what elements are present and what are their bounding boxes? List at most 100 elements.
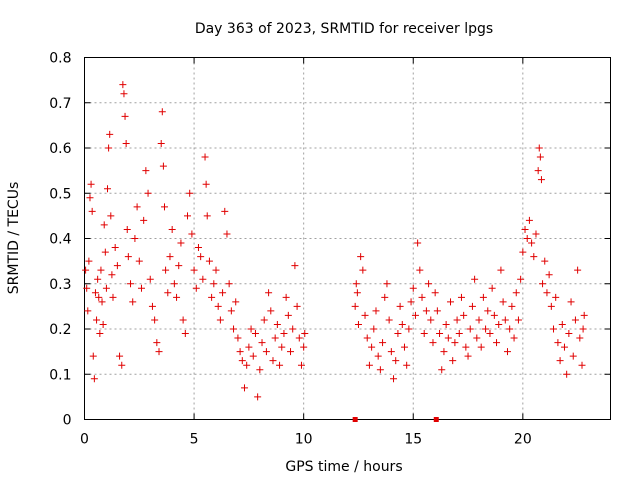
data-point	[186, 189, 194, 197]
data-point	[354, 320, 362, 328]
data-point	[576, 334, 584, 342]
data-point	[359, 266, 367, 274]
data-point	[381, 293, 389, 301]
data-point	[159, 162, 167, 170]
data-point	[262, 348, 270, 356]
data-point	[95, 293, 103, 301]
data-point	[525, 216, 533, 224]
data-point	[444, 334, 452, 342]
data-point	[462, 343, 470, 351]
data-point	[501, 316, 509, 324]
data-point	[234, 334, 242, 342]
data-point	[158, 108, 166, 116]
data-point	[184, 212, 192, 220]
y-tick-label: 0.5	[49, 186, 71, 202]
data-point	[422, 307, 430, 315]
data-point	[197, 253, 205, 261]
data-point	[558, 320, 566, 328]
data-point	[396, 302, 404, 310]
data-point	[477, 343, 485, 351]
data-point	[521, 225, 529, 233]
data-point	[376, 366, 384, 374]
data-point	[202, 180, 210, 188]
data-point	[129, 298, 137, 306]
y-tick-label: 0.1	[49, 367, 71, 383]
data-point	[405, 325, 413, 333]
y-tick-label: 0.6	[49, 141, 71, 157]
data-point	[361, 311, 369, 319]
data-point	[118, 361, 126, 369]
data-point	[93, 316, 101, 324]
y-tick-label: 0.3	[49, 277, 71, 293]
data-point	[267, 307, 275, 315]
data-point	[433, 307, 441, 315]
data-point	[536, 153, 544, 161]
data-point	[124, 253, 132, 261]
data-point	[499, 298, 507, 306]
data-point	[269, 357, 277, 365]
data-point	[137, 284, 145, 292]
data-point	[188, 230, 196, 238]
data-point	[425, 280, 433, 288]
data-point	[418, 293, 426, 301]
data-point	[162, 266, 170, 274]
data-point	[87, 180, 95, 188]
data-point	[249, 352, 257, 360]
data-point	[121, 112, 129, 120]
tick-layer: 0 0.1 0.2 0.3 0.4 0.5 0.6 0.7 0.8 0 5 10 15 20	[49, 51, 611, 448]
baseline-marker	[352, 417, 358, 422]
data-point	[271, 334, 279, 342]
data-point	[119, 81, 127, 89]
data-point	[107, 212, 115, 220]
data-point	[287, 348, 295, 356]
data-point	[510, 334, 518, 342]
data-point	[111, 244, 119, 252]
data-point	[175, 262, 183, 270]
data-point	[479, 293, 487, 301]
data-point	[113, 262, 121, 270]
data-point	[563, 370, 571, 378]
data-point	[164, 289, 172, 297]
data-point	[383, 280, 391, 288]
data-point	[144, 189, 152, 197]
data-point	[192, 284, 200, 292]
chart-title: Day 363 of 2023, SRMTID for receiver lpg…	[195, 21, 493, 37]
data-point	[352, 280, 360, 288]
data-point	[91, 289, 99, 297]
data-point	[177, 239, 185, 247]
data-point	[190, 266, 198, 274]
data-point	[194, 244, 202, 252]
data-point	[436, 330, 444, 338]
data-point	[293, 302, 301, 310]
data-point	[210, 280, 218, 288]
data-point	[455, 330, 463, 338]
data-point	[83, 284, 91, 292]
data-point	[236, 348, 244, 356]
data-point	[284, 311, 292, 319]
data-point	[251, 330, 259, 338]
x-tick-label: 15	[404, 432, 422, 448]
y-tick-label: 0.4	[49, 232, 71, 248]
data-point	[155, 348, 163, 356]
data-point	[503, 348, 511, 356]
data-point	[508, 302, 516, 310]
data-point	[105, 144, 113, 152]
data-point	[468, 302, 476, 310]
data-point	[280, 330, 288, 338]
data-point	[560, 343, 568, 351]
y-tick-label: 0.7	[49, 96, 71, 112]
data-point	[534, 167, 542, 175]
data-point	[387, 348, 395, 356]
data-point	[539, 280, 547, 288]
data-point	[166, 253, 174, 261]
data-point	[104, 185, 112, 193]
data-point	[181, 330, 189, 338]
data-point	[427, 316, 435, 324]
x-tick-label: 0	[80, 432, 89, 448]
data-point	[258, 339, 266, 347]
data-point	[96, 330, 104, 338]
data-point	[486, 330, 494, 338]
data-point	[552, 293, 560, 301]
data-point	[429, 339, 437, 347]
data-point	[133, 203, 141, 211]
